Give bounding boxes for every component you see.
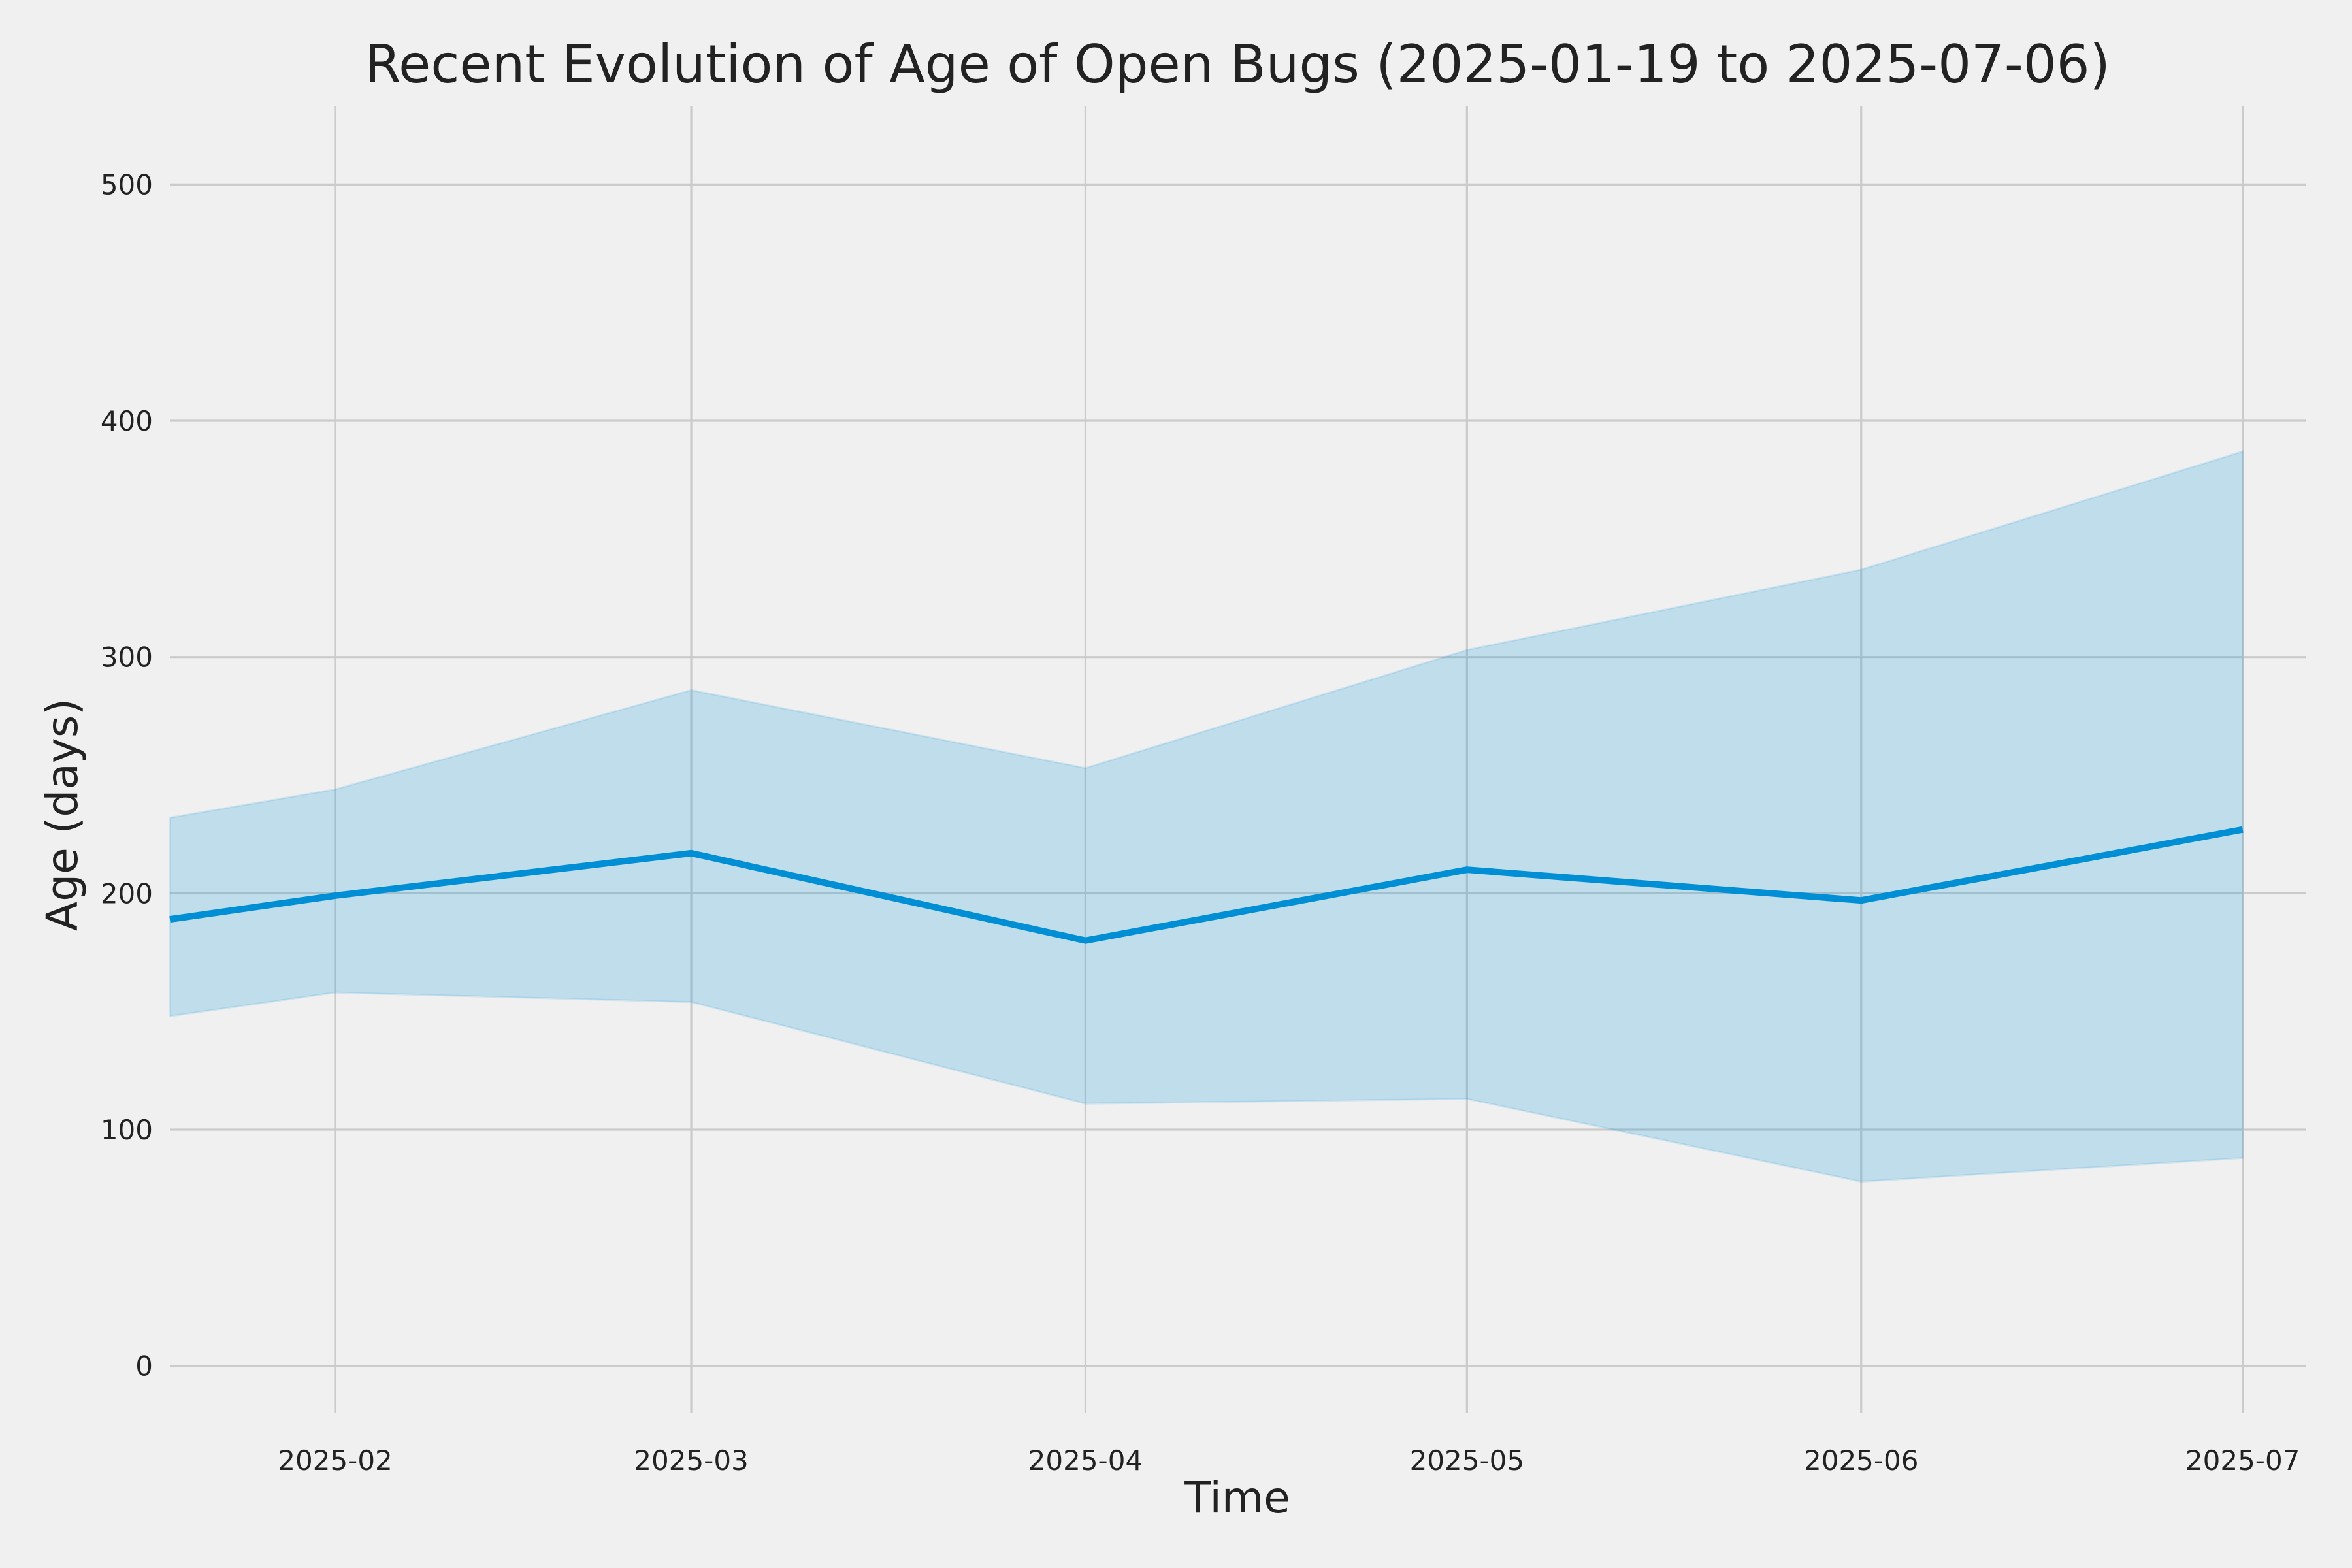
y-axis-label: Age (days): [37, 698, 88, 931]
x-tick-label: 2025-05: [1410, 1445, 1525, 1477]
x-tick-label: 2025-04: [1028, 1445, 1143, 1477]
confidence-band-layer: [169, 449, 2244, 1183]
x-tick-label: 2025-03: [634, 1445, 749, 1477]
x-tick-label: 2025-07: [2185, 1445, 2300, 1477]
line-series-layer: [169, 826, 2244, 944]
y-tick-label: 200: [101, 877, 153, 909]
x-tick-label: 2025-02: [278, 1445, 393, 1477]
x-tick-labels: 2025-02 2025-03 2025-04 2025-05 2025-06 2025-…: [278, 1445, 2300, 1477]
y-tick-label: 0: [135, 1350, 153, 1382]
y-tick-label: 400: [101, 405, 153, 437]
y-tick-label: 500: [101, 169, 153, 201]
y-tick-labels: 0 100 200 300 400 500: [101, 169, 153, 1382]
chart-title: Recent Evolution of Age of Open Bugs (20…: [365, 34, 2110, 95]
y-tick-label: 100: [101, 1114, 153, 1146]
gridlines: [170, 106, 2306, 1413]
x-axis-label: Time: [1184, 1473, 1290, 1523]
confidence-band: [169, 449, 2244, 1183]
y-tick-label: 300: [101, 642, 153, 674]
x-tick-label: 2025-06: [1804, 1445, 1919, 1477]
